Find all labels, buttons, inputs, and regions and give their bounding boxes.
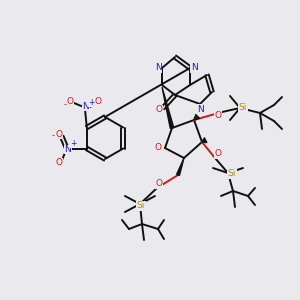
Text: N: N bbox=[190, 64, 197, 73]
Text: Si: Si bbox=[228, 169, 236, 178]
Text: O: O bbox=[214, 149, 221, 158]
Text: N: N bbox=[82, 102, 89, 111]
Text: O: O bbox=[55, 130, 62, 139]
Text: Si: Si bbox=[137, 202, 145, 211]
Polygon shape bbox=[177, 158, 184, 175]
Text: N: N bbox=[154, 64, 161, 73]
Text: -: - bbox=[51, 131, 54, 140]
Text: N: N bbox=[64, 145, 71, 154]
Text: -: - bbox=[63, 100, 66, 109]
Text: O: O bbox=[155, 106, 163, 115]
Text: O: O bbox=[154, 143, 161, 152]
Text: +: + bbox=[70, 139, 77, 148]
Text: O: O bbox=[94, 97, 101, 106]
Text: O: O bbox=[155, 179, 163, 188]
Text: O: O bbox=[66, 97, 73, 106]
Text: +: + bbox=[88, 98, 95, 107]
Text: O: O bbox=[55, 158, 62, 167]
Text: O: O bbox=[214, 110, 221, 119]
Text: N: N bbox=[196, 104, 203, 113]
Text: Si: Si bbox=[239, 103, 247, 112]
Polygon shape bbox=[162, 87, 174, 128]
